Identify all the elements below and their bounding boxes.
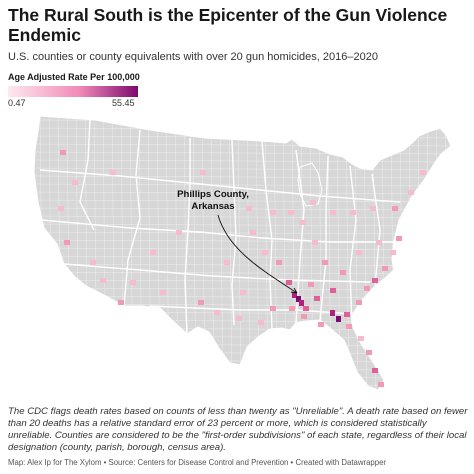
county-shade (288, 210, 294, 215)
county-shade (246, 206, 252, 211)
county-shade (303, 306, 309, 311)
county-shade (236, 316, 242, 321)
county-shade (330, 210, 336, 215)
us-county-map: Phillips County, Arkansas (33, 115, 452, 391)
county-shade (118, 300, 124, 305)
county-shade (90, 260, 96, 265)
county-shade (382, 266, 388, 271)
county-shade (58, 206, 64, 211)
county-shade (310, 200, 316, 205)
county-shade (350, 210, 356, 215)
county-shade (330, 288, 336, 293)
county-shade (372, 278, 378, 283)
legend-min-label: 0.47 (8, 98, 26, 108)
county-shade (262, 250, 268, 255)
county-shade (392, 206, 398, 211)
county-shade (110, 170, 116, 175)
county-shade (292, 292, 297, 298)
county-shade (60, 150, 66, 155)
county-shade (100, 278, 106, 283)
county-shade (308, 282, 314, 287)
county-shade (356, 300, 362, 305)
county-shade (289, 306, 295, 311)
county-shade (408, 190, 414, 195)
county-shade (72, 180, 78, 185)
county-shade (240, 290, 246, 295)
county-shade (301, 314, 307, 319)
county-shade (312, 240, 318, 245)
county-shade (378, 382, 384, 387)
annotation-label-line2: Arkansas (191, 201, 234, 212)
annotation-label-line1: Phillips County, (177, 189, 249, 200)
county-shade (270, 210, 276, 215)
county-shade (200, 170, 206, 175)
county-shade (396, 236, 402, 241)
county-shade (330, 310, 335, 316)
county-shade (224, 260, 230, 265)
county-shade (270, 306, 276, 311)
county-shade (214, 310, 220, 315)
legend-title: Age Adjusted Rate Per 100,000 (8, 72, 140, 82)
map-title: The Rural South is the Epicenter of the … (8, 5, 448, 45)
county-shade (296, 296, 301, 302)
annotation-arrowhead (290, 287, 298, 294)
county-shade (314, 296, 320, 301)
county-shade (336, 316, 341, 322)
county-shade (198, 300, 204, 305)
legend-max-label: 55.45 (112, 98, 135, 108)
county-shade (318, 322, 324, 327)
map-subtitle: U.S. counties or county equivalents with… (8, 51, 378, 63)
county-shade (366, 350, 372, 355)
phillips-county-annotation: Phillips County, Arkansas (177, 189, 298, 294)
county-shade (160, 290, 166, 295)
county-shade (376, 240, 382, 245)
county-shade (250, 230, 256, 235)
colored-counties (58, 150, 426, 387)
county-shade (372, 368, 378, 373)
county-shade (300, 220, 306, 225)
state-borders (39, 119, 401, 335)
county-shade (346, 324, 352, 329)
county-shade (344, 312, 350, 317)
county-shade (299, 300, 304, 306)
county-shade (276, 260, 282, 265)
county-shade (370, 206, 376, 211)
county-shade (358, 336, 364, 341)
county-shade (420, 170, 426, 175)
county-shade (150, 250, 156, 255)
methodology-note: The CDC flags death rates based on count… (8, 406, 468, 453)
county-shade (130, 280, 136, 285)
legend-gradient-bar (8, 86, 138, 97)
county-shade (340, 270, 346, 275)
county-shade (64, 240, 70, 245)
annotation-arrow-line (217, 214, 298, 294)
credits-footer: Map: Alex Ip for The Xylom • Source: Cen… (8, 458, 387, 467)
county-shade (258, 320, 264, 325)
county-shade (286, 280, 292, 285)
county-shade (390, 250, 396, 255)
county-shade (322, 260, 328, 265)
county-shade (176, 230, 182, 235)
county-shade (356, 250, 362, 255)
county-shade (364, 286, 370, 291)
